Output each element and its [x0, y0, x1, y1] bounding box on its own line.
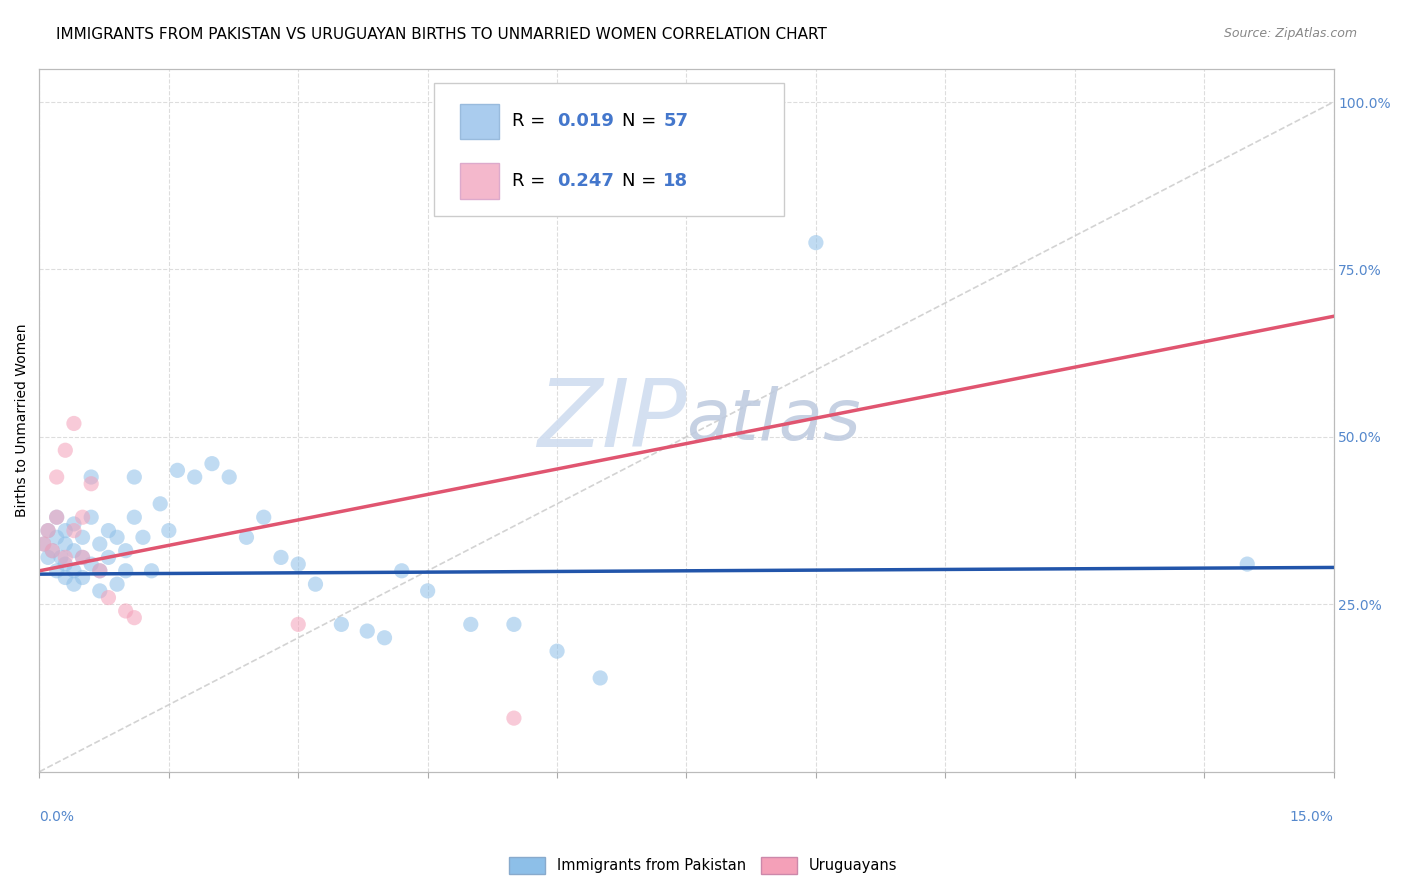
FancyBboxPatch shape: [460, 103, 499, 139]
Point: [124, 510, 146, 524]
Point: [460, 617, 482, 632]
Point: [114, 543, 136, 558]
Point: [589, 671, 612, 685]
Text: 0.019: 0.019: [557, 112, 614, 130]
Point: [89, 564, 111, 578]
Point: [49, 550, 72, 565]
Point: [218, 470, 240, 484]
Point: [97, 591, 120, 605]
Point: [63, 516, 86, 531]
Point: [53, 524, 76, 538]
Point: [89, 583, 111, 598]
Point: [72, 510, 94, 524]
Point: [97, 550, 120, 565]
Text: 15.0%: 15.0%: [1289, 810, 1333, 824]
Point: [105, 577, 128, 591]
Point: [63, 417, 86, 431]
Point: [132, 530, 155, 544]
Point: [356, 624, 378, 638]
Point: [80, 476, 103, 491]
Text: 0.247: 0.247: [557, 172, 614, 190]
Point: [72, 530, 94, 544]
Text: ZIP: ZIP: [537, 375, 686, 466]
Point: [41, 543, 63, 558]
Point: [97, 524, 120, 538]
Point: [201, 457, 224, 471]
Point: [287, 617, 309, 632]
Legend: Immigrants from Pakistan, Uruguayans: Immigrants from Pakistan, Uruguayans: [503, 851, 903, 880]
Point: [80, 557, 103, 571]
Point: [304, 577, 326, 591]
Y-axis label: Births to Unmarried Women: Births to Unmarried Women: [15, 324, 30, 516]
Point: [63, 543, 86, 558]
Text: N =: N =: [621, 172, 662, 190]
Point: [503, 711, 526, 725]
Point: [141, 564, 163, 578]
Point: [37, 524, 59, 538]
Point: [270, 550, 292, 565]
Point: [105, 530, 128, 544]
Point: [330, 617, 353, 632]
Point: [546, 644, 568, 658]
Text: 0.0%: 0.0%: [39, 810, 75, 824]
Point: [157, 524, 180, 538]
Point: [45, 510, 67, 524]
Point: [37, 524, 59, 538]
Point: [166, 463, 188, 477]
Point: [72, 550, 94, 565]
Point: [63, 564, 86, 578]
Text: 57: 57: [664, 112, 688, 130]
Point: [45, 564, 67, 578]
Point: [124, 610, 146, 624]
Text: R =: R =: [512, 172, 551, 190]
Point: [183, 470, 205, 484]
Point: [373, 631, 395, 645]
FancyBboxPatch shape: [434, 83, 783, 216]
Point: [287, 557, 309, 571]
Point: [80, 510, 103, 524]
Point: [503, 617, 526, 632]
Point: [80, 470, 103, 484]
Point: [32, 537, 55, 551]
Point: [72, 570, 94, 584]
FancyBboxPatch shape: [460, 163, 499, 199]
Point: [53, 557, 76, 571]
Point: [53, 570, 76, 584]
Point: [53, 550, 76, 565]
Point: [253, 510, 276, 524]
Point: [45, 530, 67, 544]
Point: [114, 564, 136, 578]
Point: [235, 530, 257, 544]
Point: [45, 510, 67, 524]
Point: [63, 577, 86, 591]
Point: [89, 564, 111, 578]
Point: [124, 470, 146, 484]
Point: [37, 550, 59, 565]
Point: [63, 524, 86, 538]
Point: [416, 583, 439, 598]
Point: [41, 543, 63, 558]
Point: [149, 497, 172, 511]
Point: [1236, 557, 1258, 571]
Text: R =: R =: [512, 112, 551, 130]
Point: [114, 604, 136, 618]
Text: N =: N =: [621, 112, 662, 130]
Point: [45, 470, 67, 484]
Text: Source: ZipAtlas.com: Source: ZipAtlas.com: [1223, 27, 1357, 40]
Text: IMMIGRANTS FROM PAKISTAN VS URUGUAYAN BIRTHS TO UNMARRIED WOMEN CORRELATION CHAR: IMMIGRANTS FROM PAKISTAN VS URUGUAYAN BI…: [56, 27, 827, 42]
Text: atlas: atlas: [686, 385, 860, 455]
Text: 18: 18: [664, 172, 689, 190]
Point: [72, 550, 94, 565]
Point: [53, 443, 76, 458]
Point: [391, 564, 413, 578]
Point: [89, 537, 111, 551]
Point: [53, 537, 76, 551]
Point: [32, 537, 55, 551]
Point: [804, 235, 827, 250]
